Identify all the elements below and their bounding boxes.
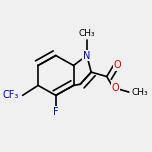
Text: O: O — [114, 60, 122, 71]
Text: CH₃: CH₃ — [78, 29, 95, 38]
Text: F: F — [53, 107, 59, 117]
Text: O: O — [112, 83, 119, 93]
Text: CF₃: CF₃ — [3, 90, 19, 100]
Text: N: N — [83, 50, 90, 60]
Text: CH₃: CH₃ — [131, 88, 148, 97]
